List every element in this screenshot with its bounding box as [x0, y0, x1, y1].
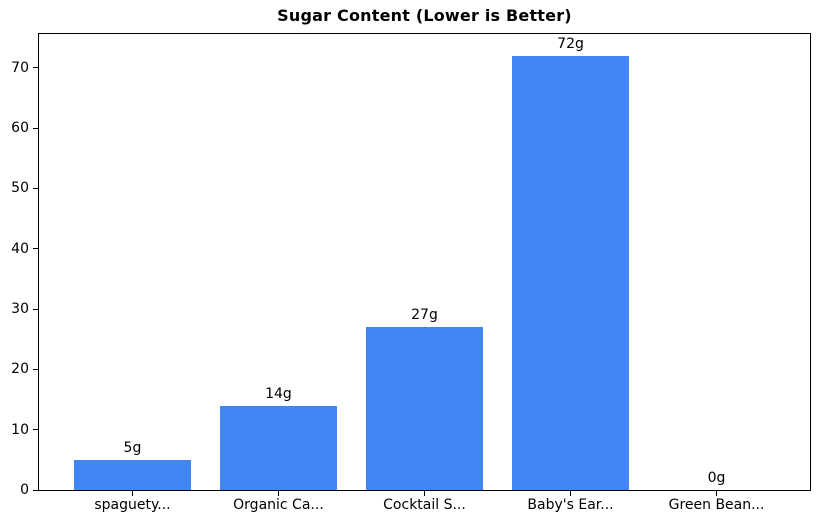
x-tick-label: Baby's Ear...: [527, 497, 614, 513]
bar: [74, 459, 191, 490]
y-tick-mark: [33, 368, 38, 370]
y-tick-mark: [33, 127, 38, 129]
bar: [220, 405, 337, 490]
x-tick-label: Cocktail S...: [383, 497, 466, 513]
bar: [512, 55, 629, 490]
y-tick-label: 10: [11, 421, 29, 438]
y-tick-mark: [33, 67, 38, 69]
y-tick-label: 0: [20, 482, 29, 498]
y-tick-label: 60: [11, 120, 29, 137]
y-tick-mark: [33, 429, 38, 431]
bar-value-label: 5g: [123, 439, 142, 456]
y-tick-mark: [33, 187, 38, 189]
y-tick-label: 50: [11, 180, 29, 197]
y-tick-mark: [33, 248, 38, 250]
x-tick-label: Green Bean...: [668, 497, 765, 513]
x-tick-label: spaguety...: [94, 497, 171, 513]
y-tick-mark: [33, 489, 38, 491]
x-tick-mark: [570, 491, 572, 496]
x-tick-label: Organic Ca...: [233, 497, 324, 513]
y-tick-label: 70: [11, 59, 29, 76]
bar: [366, 327, 483, 490]
x-tick-mark: [131, 491, 133, 496]
bar-value-label: 72g: [557, 35, 584, 52]
plot-area: 0 10 20 30 40 50 60 70 5g spaguety... 14g Organic C…: [11, 33, 811, 513]
y-tick-mark: [33, 308, 38, 310]
y-tick-label: 40: [11, 240, 29, 257]
bar-value-label: 14g: [265, 385, 292, 402]
bar-value-label: 0g: [707, 470, 726, 486]
x-tick-mark: [277, 491, 279, 496]
y-tick-label: 30: [11, 301, 29, 318]
bar-value-label: 27g: [411, 307, 438, 324]
y-tick-label: 20: [11, 361, 29, 378]
x-tick-mark: [424, 491, 425, 496]
chart-title: Sugar Content (Lower is Better): [277, 6, 572, 25]
x-tick-mark: [716, 491, 718, 496]
